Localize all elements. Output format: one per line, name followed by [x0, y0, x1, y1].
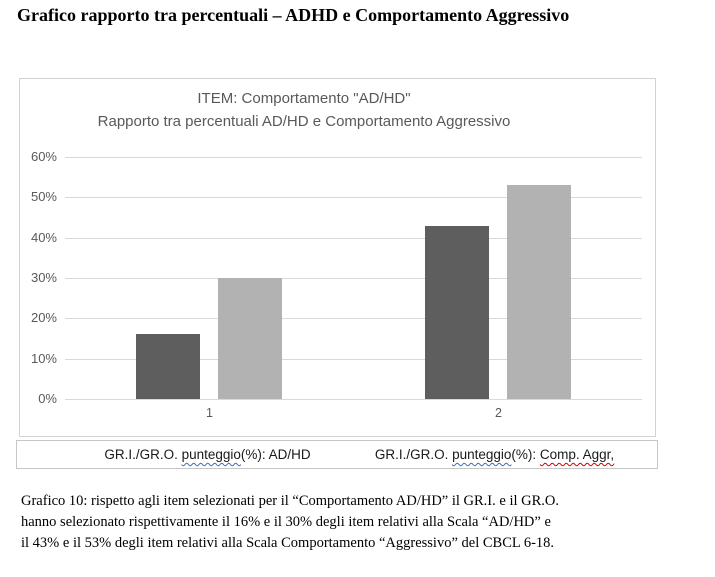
y-tick-label: 10%	[30, 351, 57, 366]
legend-item-comp-aggr: GR.I./GR.O. punteggio(%): Comp. Aggr,	[351, 447, 638, 462]
x-tick-label: 1	[206, 406, 213, 420]
bar-gri-category-1	[136, 334, 200, 399]
legend-item-comp-aggr-suffix: (%):	[511, 447, 540, 462]
chart-frame: ITEM: Comportamento "AD/HD" Rapporto tra…	[19, 78, 656, 437]
legend-item-comp-aggr-spell-flagged-word: Comp. Aggr,	[539, 447, 615, 462]
bar-gri-category-2	[425, 226, 489, 399]
y-tick-label: 60%	[30, 149, 57, 164]
gridline	[65, 157, 642, 158]
legend-item-comp-aggr-prefix: GR.I./GR.O.	[374, 447, 453, 462]
legend-item-adhd: GR.I./GR.O. punteggio(%): AD/HD	[64, 447, 351, 462]
gridline	[65, 238, 642, 239]
caption-line: hanno selezionato rispettivamente il 16%…	[21, 514, 551, 530]
caption: Grafico 10: rispetto agli item seleziona…	[21, 491, 681, 554]
bar-gro-category-1	[218, 278, 282, 399]
chart-title: ITEM: Comportamento "AD/HD" Rapporto tra…	[98, 87, 511, 133]
gridline	[65, 278, 642, 279]
page-title: Grafico rapporto tra percentuali – ADHD …	[17, 5, 570, 25]
gridline	[65, 318, 642, 319]
gridline	[65, 359, 642, 360]
legend-item-adhd-grammar-flagged-word: punteggio	[181, 447, 241, 462]
y-tick-label: 20%	[30, 310, 57, 325]
chart-legend: GR.I./GR.O. punteggio(%): AD/HD GR.I./GR…	[16, 440, 658, 469]
x-tick-label: 2	[495, 406, 502, 420]
y-tick-label: 0%	[38, 391, 57, 406]
y-tick-label: 40%	[30, 230, 57, 245]
gridline	[65, 197, 642, 198]
chart-title-line-1: ITEM: Comportamento "AD/HD"	[197, 90, 411, 107]
legend-item-adhd-prefix: GR.I./GR.O.	[104, 447, 182, 462]
y-tick-label: 50%	[30, 189, 57, 204]
y-tick-label: 30%	[30, 270, 57, 285]
caption-line: Grafico 10: rispetto agli item seleziona…	[21, 493, 559, 509]
plot-area	[65, 157, 642, 400]
bar-gro-category-2	[507, 185, 571, 399]
chart-title-line-2: Rapporto tra percentuali AD/HD e Comport…	[97, 113, 511, 130]
gridline	[65, 399, 642, 400]
caption-line: il 43% e il 53% degli item relativi alla…	[21, 535, 555, 551]
legend-item-comp-aggr-grammar-flagged-word: punteggio	[452, 447, 512, 462]
legend-item-adhd-suffix: (%): AD/HD	[240, 447, 311, 462]
